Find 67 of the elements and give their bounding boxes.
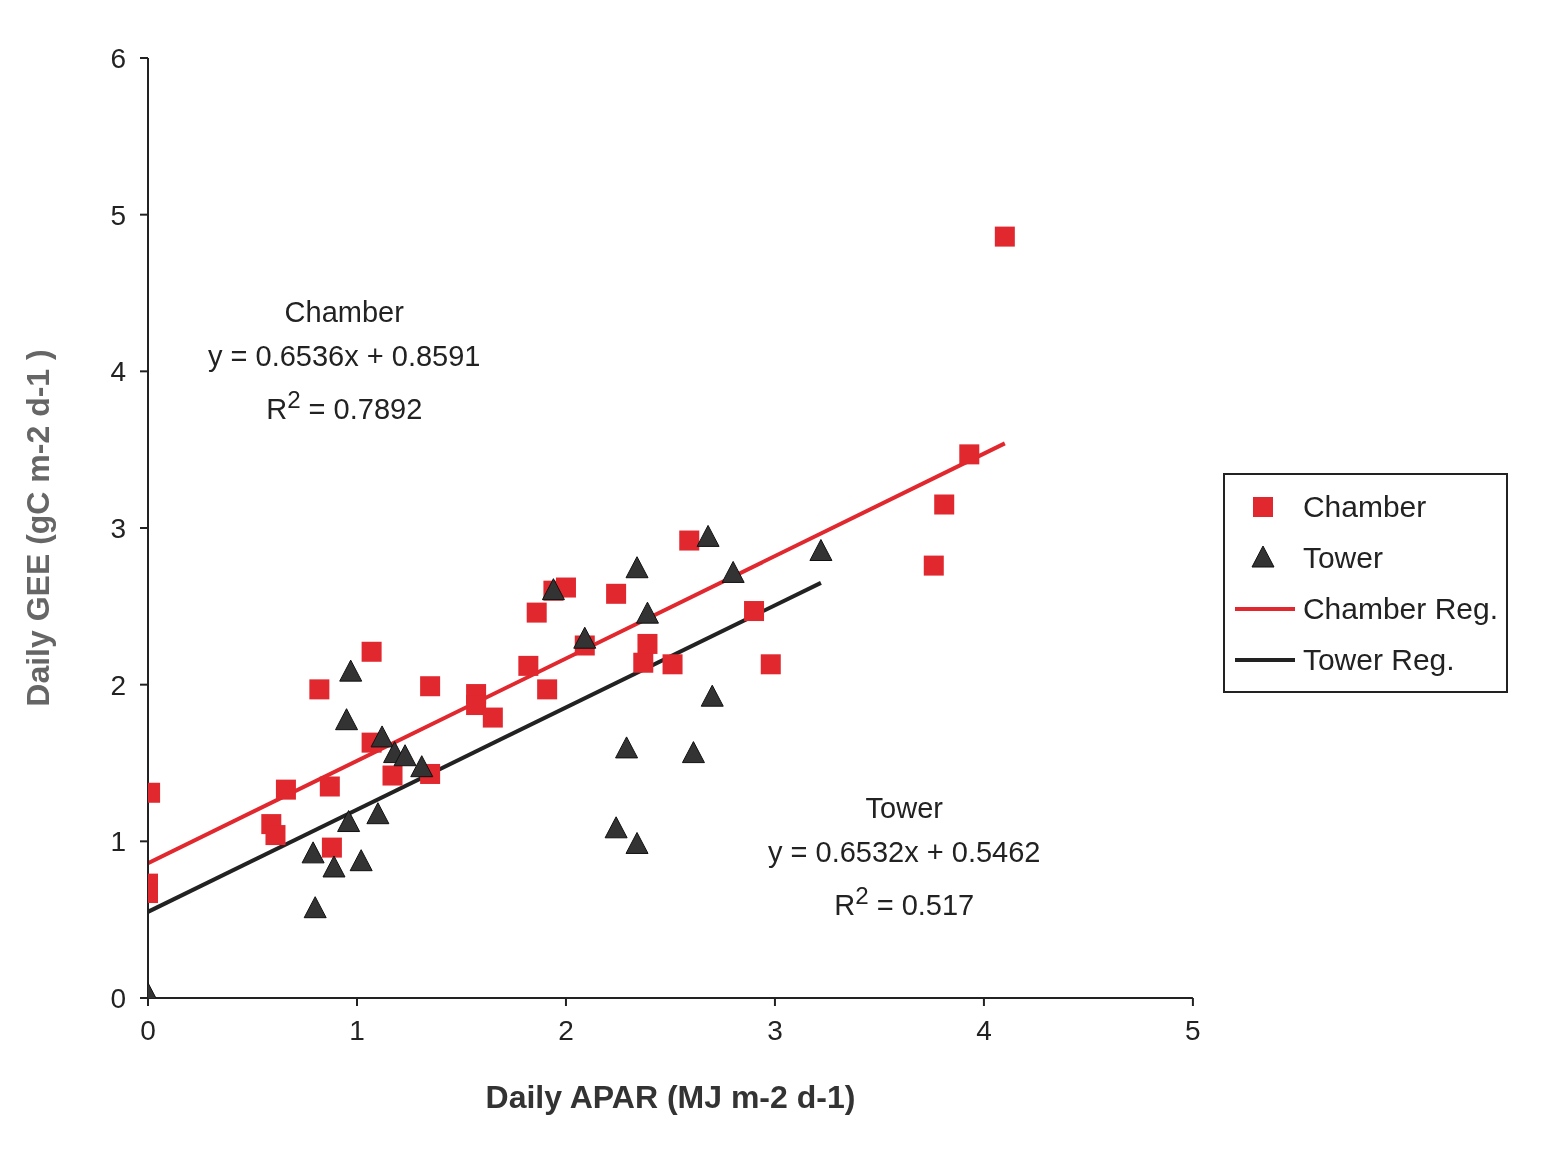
y-tick-label: 4	[110, 356, 126, 388]
point	[696, 524, 720, 547]
x-tick-label: 5	[1185, 1014, 1201, 1046]
point	[637, 633, 658, 654]
point	[322, 855, 346, 878]
legend-label: Chamber	[1302, 489, 1427, 524]
point	[625, 556, 649, 579]
legend-label: Tower	[1302, 540, 1383, 575]
point	[606, 583, 627, 604]
x-tick-label: 1	[349, 1014, 365, 1046]
point	[301, 841, 325, 864]
point	[382, 765, 403, 786]
x-tick-label: 4	[976, 1014, 992, 1046]
point	[275, 779, 296, 800]
point	[537, 679, 558, 700]
point	[934, 494, 955, 515]
y-tick-label: 6	[110, 42, 126, 74]
point	[309, 679, 330, 700]
point	[994, 226, 1015, 247]
point	[615, 736, 639, 759]
y-tick-label: 2	[110, 669, 126, 701]
y-tick-label: 1	[110, 826, 126, 858]
annotation: Chamber y = 0.6536x + 0.8591 R$^{2}$ = 0.7892	[208, 295, 481, 427]
annotation: Tower y = 0.6532x + 0.5462 R$^{2}$ = 0.517	[768, 791, 1041, 923]
point	[526, 602, 547, 623]
point	[633, 652, 654, 673]
point	[303, 896, 327, 919]
x-axis-title: Daily APAR (MJ m-2 d-1)	[485, 1079, 856, 1115]
point	[393, 744, 417, 767]
point	[625, 831, 649, 854]
point	[679, 530, 700, 551]
point	[604, 816, 628, 839]
point	[518, 655, 539, 676]
point	[420, 676, 441, 697]
point	[959, 444, 980, 465]
point	[319, 776, 340, 797]
point	[662, 654, 683, 675]
y-tick-label: 0	[110, 982, 126, 1014]
point	[265, 825, 286, 846]
x-tick-label: 2	[558, 1014, 574, 1046]
point	[361, 641, 382, 662]
legend-label: Chamber Reg.	[1302, 591, 1498, 626]
point	[410, 755, 434, 778]
point	[809, 539, 833, 561]
x-tick-label: 0	[140, 1014, 156, 1046]
point	[370, 725, 394, 748]
point	[339, 659, 363, 682]
point	[335, 708, 359, 731]
point	[744, 601, 765, 622]
y-axis-title: Daily GEE (gC m-2 d-1 )	[20, 349, 57, 707]
point	[700, 684, 724, 707]
point	[466, 695, 487, 716]
point	[482, 707, 503, 728]
point	[923, 555, 944, 576]
point	[349, 849, 373, 872]
x-tick-label: 3	[767, 1014, 783, 1046]
y-tick-label: 5	[110, 199, 126, 231]
y-tick-label: 3	[110, 512, 126, 544]
point	[573, 626, 597, 649]
point	[760, 654, 781, 675]
point	[366, 802, 390, 825]
point	[321, 837, 342, 858]
point	[721, 560, 745, 583]
point	[681, 741, 705, 764]
legend-label: Tower Reg.	[1302, 642, 1455, 677]
point	[337, 810, 361, 833]
point	[635, 601, 659, 624]
